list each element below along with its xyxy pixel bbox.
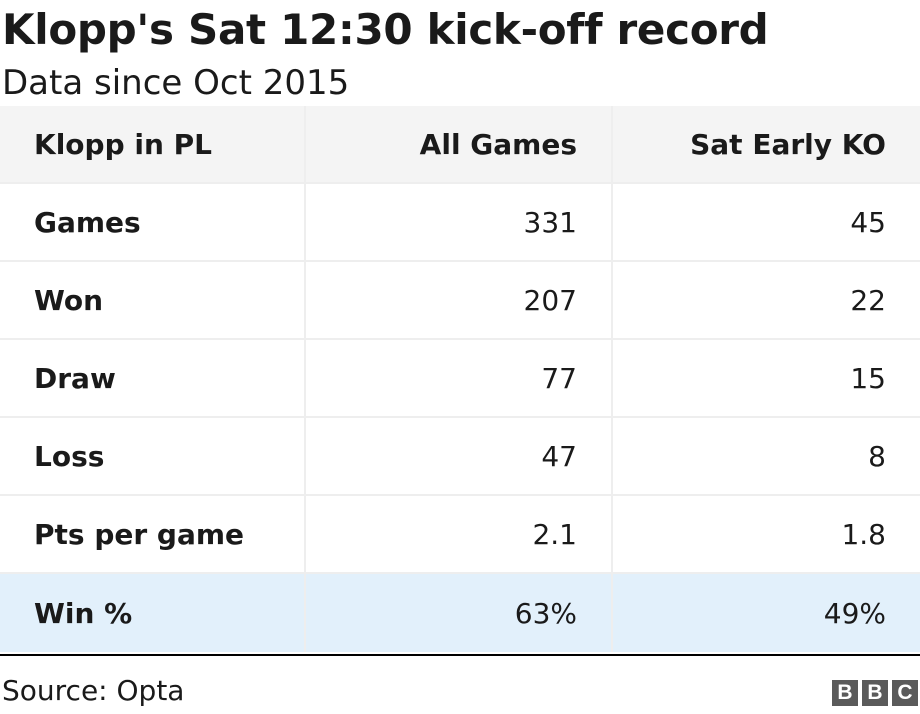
logo-letter-b: B [832, 680, 858, 706]
row-label-won: Won [0, 262, 306, 338]
row-label-games: Games [0, 184, 306, 260]
cell-all-games: 63% [306, 574, 613, 652]
table-row-highlighted: Win % 63% 49% [0, 574, 920, 652]
column-header-sat-early-ko: Sat Early KO [690, 127, 886, 161]
row-label-loss: Loss [0, 418, 306, 494]
logo-letter-b: B [862, 680, 888, 706]
table-row: Games 331 45 [0, 184, 920, 262]
cell-all-games: 207 [306, 262, 613, 338]
stats-table: Klopp in PL All Games Sat Early KO Games… [0, 106, 920, 652]
column-header-klopp-in-pl: Klopp in PL [0, 106, 306, 182]
table-row: Draw 77 15 [0, 340, 920, 418]
chart-subtitle: Data since Oct 2015 [2, 63, 350, 103]
footer-divider [0, 654, 920, 656]
chart-title: Klopp's Sat 12:30 kick-off record [2, 5, 769, 54]
source-note: Source: Opta [2, 674, 185, 707]
cell-sat-early-ko: 15 [850, 361, 886, 395]
cell-all-games: 2.1 [306, 496, 613, 572]
table-row: Pts per game 2.1 1.8 [0, 496, 920, 574]
row-label-pts-per-game: Pts per game [0, 496, 306, 572]
cell-sat-early-ko: 8 [868, 439, 886, 473]
table-row: Loss 47 8 [0, 418, 920, 496]
bbc-logo: B B C [832, 680, 918, 706]
table-header-row: Klopp in PL All Games Sat Early KO [0, 106, 920, 184]
cell-sat-early-ko: 49% [823, 596, 886, 630]
table-row: Won 207 22 [0, 262, 920, 340]
cell-all-games: 47 [306, 418, 613, 494]
cell-sat-early-ko: 22 [850, 283, 886, 317]
row-label-draw: Draw [0, 340, 306, 416]
column-header-all-games: All Games [306, 106, 613, 182]
cell-all-games: 331 [306, 184, 613, 260]
cell-sat-early-ko: 45 [850, 205, 886, 239]
cell-all-games: 77 [306, 340, 613, 416]
cell-sat-early-ko: 1.8 [841, 517, 886, 551]
row-label-win-pct: Win % [0, 574, 306, 652]
logo-letter-c: C [892, 680, 918, 706]
